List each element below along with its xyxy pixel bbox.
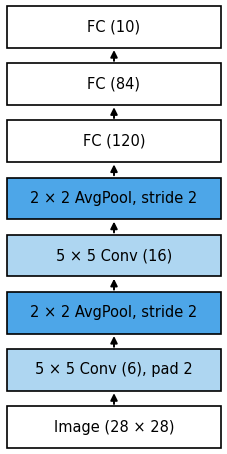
Text: FC (10): FC (10) xyxy=(87,20,140,35)
Text: FC (120): FC (120) xyxy=(82,134,145,149)
Text: 5 × 5 Conv (6), pad 2: 5 × 5 Conv (6), pad 2 xyxy=(35,362,192,377)
Text: FC (84): FC (84) xyxy=(87,77,140,92)
FancyBboxPatch shape xyxy=(7,6,220,48)
Text: Image (28 × 28): Image (28 × 28) xyxy=(54,419,173,434)
Text: 2 × 2 AvgPool, stride 2: 2 × 2 AvgPool, stride 2 xyxy=(30,305,197,320)
FancyBboxPatch shape xyxy=(7,120,220,162)
FancyBboxPatch shape xyxy=(7,235,220,276)
Text: 2 × 2 AvgPool, stride 2: 2 × 2 AvgPool, stride 2 xyxy=(30,191,197,206)
Text: 5 × 5 Conv (16): 5 × 5 Conv (16) xyxy=(56,248,171,263)
FancyBboxPatch shape xyxy=(7,178,220,219)
FancyBboxPatch shape xyxy=(7,406,220,448)
FancyBboxPatch shape xyxy=(7,292,220,334)
FancyBboxPatch shape xyxy=(7,349,220,391)
FancyBboxPatch shape xyxy=(7,63,220,105)
